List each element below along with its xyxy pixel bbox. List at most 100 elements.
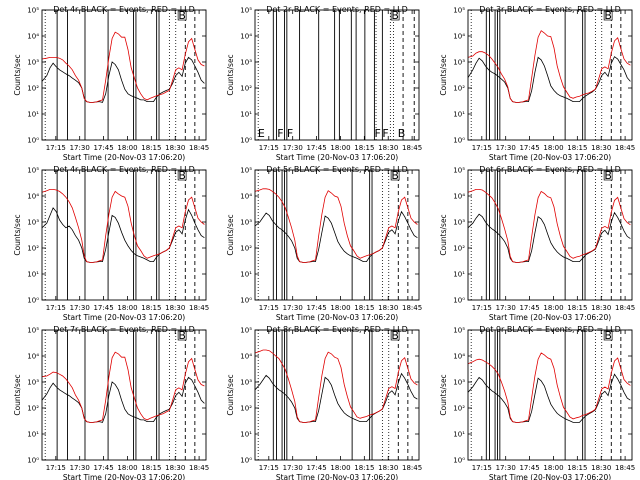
y-tick-label: 10⁴ [27, 193, 39, 201]
x-axis-label: Start Time (20-Nov-03 17:06:20) [489, 473, 611, 480]
x-axis-label: Start Time (20-Nov-03 17:06:20) [489, 153, 611, 162]
x-tick-label: 18:00 [330, 304, 350, 312]
x-tick-label: 18:15 [567, 144, 587, 152]
x-tick-label: 17:45 [93, 464, 113, 472]
x-axis-label: Start Time (20-Nov-03 17:06:20) [63, 473, 185, 480]
x-axis-label: Start Time (20-Nov-03 17:06:20) [276, 473, 398, 480]
y-tick-label: 10⁵ [27, 7, 39, 15]
plot-frame [467, 329, 633, 461]
x-tick-label: 18:45 [615, 304, 635, 312]
plot-frame [467, 169, 633, 301]
y-tick-label: 10² [240, 405, 252, 413]
y-tick-label: 10⁴ [240, 33, 252, 41]
plot-frame [254, 9, 420, 141]
x-tick-label: 17:30 [70, 304, 90, 312]
y-tick-label: 10¹ [27, 271, 39, 279]
panel-title: Det 8r BLACK = Events, RED = LLD [266, 325, 408, 334]
x-tick-label: 18:30 [378, 304, 398, 312]
y-tick-label: 10⁴ [240, 353, 252, 361]
y-tick-label: 10⁵ [453, 7, 465, 15]
y-tick-label: 10¹ [453, 111, 465, 119]
x-tick-label: 18:45 [189, 464, 209, 472]
x-axis-label: Start Time (20-Nov-03 17:06:20) [63, 313, 185, 322]
x-tick-label: 18:00 [543, 304, 563, 312]
panel-8: 10⁰ 10¹ 10² 10³ 10⁴ 10⁵ 17:15 17:30 17:45 18:00 18… [226, 325, 422, 480]
y-axis-label: Counts/sec [439, 54, 448, 95]
x-tick-label: 18:30 [378, 464, 398, 472]
y-tick-label: 10¹ [453, 431, 465, 439]
y-tick-label: 10¹ [453, 271, 465, 279]
y-tick-label: 10⁴ [453, 193, 465, 201]
x-tick-label: 18:15 [354, 304, 374, 312]
flag-label: B [604, 329, 612, 342]
y-tick-label: 10⁴ [27, 33, 39, 41]
x-tick-label: 18:00 [117, 144, 137, 152]
x-tick-label: 18:30 [591, 304, 611, 312]
x-tick-label: 18:45 [615, 144, 635, 152]
x-tick-label: 17:15 [46, 304, 66, 312]
y-tick-label: 10³ [453, 379, 465, 387]
y-tick-label: 10⁴ [240, 193, 252, 201]
y-tick-label: 10¹ [240, 111, 252, 119]
flag-box [177, 10, 187, 21]
panel-title: Det 4r BLACK = Events, RED = LLD [53, 5, 195, 14]
x-tick-label: 18:30 [165, 144, 185, 152]
flag-box [390, 330, 400, 341]
y-tick-label: 10³ [27, 219, 39, 227]
flag-label: B [391, 329, 399, 342]
panel-title: Det 4r BLACK = Events, RED = LLD [53, 165, 195, 174]
x-tick-label: 18:00 [330, 464, 350, 472]
x-tick-label: 17:30 [283, 304, 303, 312]
y-tick-label: 10² [27, 405, 39, 413]
y-tick-label: 10² [27, 85, 39, 93]
x-tick-label: 18:00 [543, 464, 563, 472]
events-series-line [41, 207, 205, 263]
y-tick-label: 10² [453, 245, 465, 253]
lld-series-line [41, 351, 205, 423]
panel-3: 10⁰ 10¹ 10² 10³ 10⁴ 10⁵ 17:15 17:30 17:45 18:00 18… [439, 5, 635, 162]
plot-frame [467, 9, 633, 141]
x-tick-label: 17:45 [306, 304, 326, 312]
y-tick-label: 10² [240, 245, 252, 253]
y-tick-label: 10⁵ [27, 327, 39, 335]
events-series-line [254, 210, 418, 263]
y-axis-label: Counts/sec [13, 54, 22, 95]
flag-box [603, 170, 613, 181]
x-tick-label: 17:45 [519, 304, 539, 312]
y-tick-label: 10² [453, 85, 465, 93]
panel-9: 10⁰ 10¹ 10² 10³ 10⁴ 10⁵ 17:15 17:30 17:45 18:00 18… [439, 325, 635, 480]
x-axis-label: Start Time (20-Nov-03 17:06:20) [276, 313, 398, 322]
x-tick-label: 18:15 [141, 144, 161, 152]
y-tick-label: 10⁰ [240, 457, 252, 465]
lld-series-line [467, 30, 631, 103]
y-tick-label: 10⁵ [27, 167, 39, 175]
flag-box [603, 10, 613, 21]
x-axis-label: Start Time (20-Nov-03 17:06:20) [489, 313, 611, 322]
x-tick-label: 17:45 [93, 144, 113, 152]
flag-label: E [258, 127, 265, 140]
panel-4: 10⁰ 10¹ 10² 10³ 10⁴ 10⁵ 17:15 17:30 17:45 18:00 18… [13, 165, 209, 322]
y-tick-label: 10⁴ [453, 353, 465, 361]
x-tick-label: 17:15 [259, 304, 279, 312]
flag-label: B [398, 127, 406, 140]
plot-frame [41, 329, 207, 461]
y-tick-label: 10² [240, 85, 252, 93]
x-tick-label: 18:00 [330, 144, 350, 152]
x-tick-label: 18:45 [615, 464, 635, 472]
panel-title: Det 2r BLACK = Events, RED = LLD [266, 5, 408, 14]
y-tick-label: 10³ [240, 59, 252, 67]
x-tick-label: 18:45 [189, 144, 209, 152]
x-axis-label: Start Time (20-Nov-03 17:06:20) [276, 153, 398, 162]
panel-title: Det 7r BLACK = Events, RED = LLD [53, 325, 195, 334]
x-tick-label: 18:30 [165, 304, 185, 312]
y-tick-label: 10⁵ [240, 327, 252, 335]
x-tick-label: 18:15 [141, 304, 161, 312]
y-tick-label: 10¹ [27, 111, 39, 119]
flag-box [177, 170, 187, 181]
y-axis-label: Counts/sec [439, 374, 448, 415]
events-series-line [467, 373, 631, 423]
x-axis-label: Start Time (20-Nov-03 17:06:20) [63, 153, 185, 162]
y-tick-label: 10⁰ [453, 297, 465, 305]
x-tick-label: 17:30 [496, 144, 516, 152]
y-tick-label: 10² [453, 405, 465, 413]
